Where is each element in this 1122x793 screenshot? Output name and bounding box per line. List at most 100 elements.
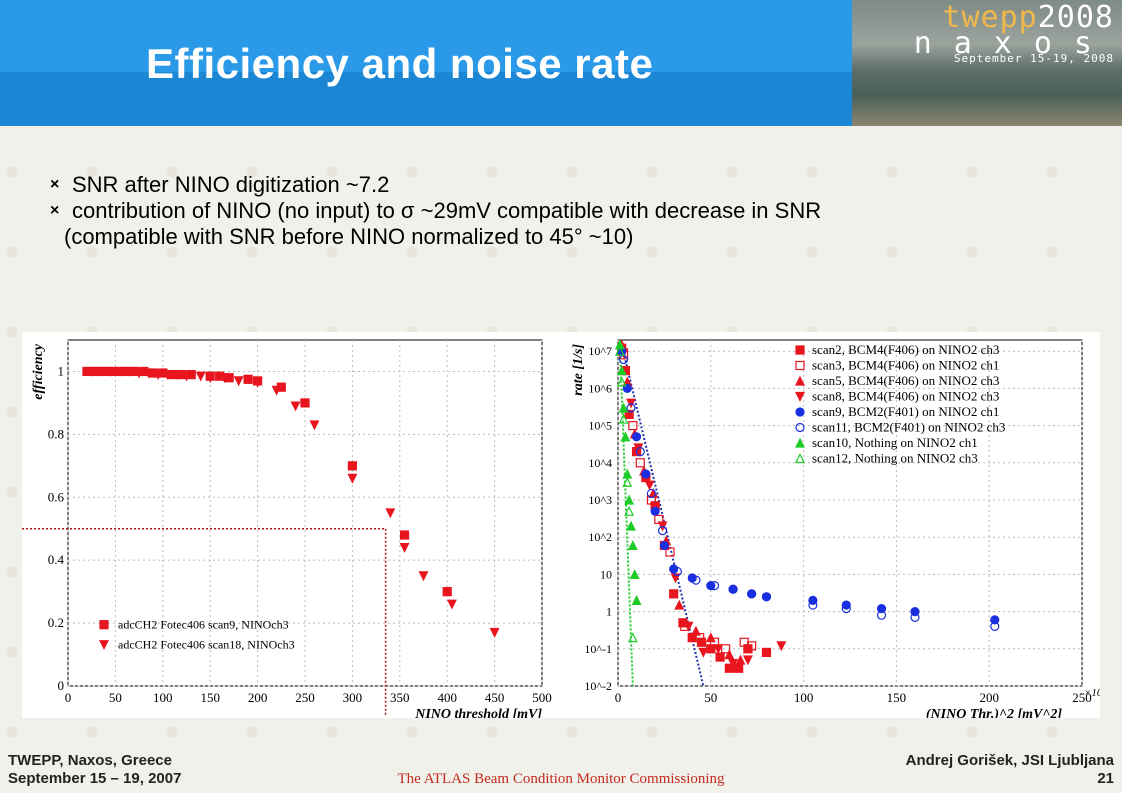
logo-year: 2008 bbox=[1037, 0, 1114, 35]
y-tick-label: 0.2 bbox=[48, 615, 64, 630]
y-tick-label: 10^3 bbox=[588, 493, 612, 507]
data-point bbox=[709, 580, 720, 591]
data-point bbox=[657, 521, 668, 532]
data-point bbox=[219, 373, 230, 384]
logo-line-3: September 15-19, 2008 bbox=[953, 52, 1114, 65]
x-tick-label: 400 bbox=[437, 690, 457, 705]
data-point bbox=[761, 592, 772, 602]
legend-marker bbox=[795, 391, 805, 402]
data-point bbox=[691, 575, 701, 585]
bullet-list: × SNR after NINO digitization ~7.2 × con… bbox=[50, 172, 1090, 250]
data-point bbox=[105, 366, 116, 377]
y-tick-label: 0.8 bbox=[48, 426, 64, 441]
x-tick-label: 250 bbox=[295, 690, 315, 705]
data-point bbox=[627, 632, 638, 643]
data-point bbox=[747, 589, 757, 599]
legend-marker bbox=[99, 640, 109, 651]
x-multiplier-label: ×10^3 bbox=[1084, 687, 1100, 699]
plots-panel: 0 50 100 150 200 250 300 350 400 450 500 0 0.2 0.4 0.6… bbox=[22, 332, 1100, 718]
x-tick-label: 0 bbox=[615, 690, 622, 705]
data-point bbox=[650, 506, 660, 516]
data-point bbox=[728, 584, 738, 594]
x-tick-label: 150 bbox=[887, 690, 907, 705]
green-fit-line bbox=[618, 344, 634, 687]
data-point bbox=[399, 530, 410, 540]
bullet-marker-icon: × bbox=[50, 176, 60, 193]
data-point bbox=[683, 621, 694, 632]
data-point bbox=[761, 647, 772, 658]
footer-left: TWEPP, Naxos, Greece September 15 – 19, … bbox=[8, 752, 181, 788]
data-point bbox=[665, 547, 675, 557]
efficiency-chart: 0 50 100 150 200 250 300 350 400 450 500 0 0.2 0.4 0.6… bbox=[22, 339, 552, 718]
data-point bbox=[614, 339, 625, 350]
y-tick-label: 10^-1 bbox=[584, 642, 612, 656]
data-point bbox=[624, 494, 635, 505]
data-point bbox=[674, 599, 685, 610]
y-tick-label: 1 bbox=[58, 363, 65, 378]
logo-line-1: twepp2008 bbox=[942, 0, 1114, 35]
data-point bbox=[626, 520, 636, 531]
data-point bbox=[808, 595, 818, 606]
y-axis-label: efficiency bbox=[31, 343, 46, 399]
data-point bbox=[385, 508, 396, 519]
data-point bbox=[876, 604, 887, 614]
bullet-snr: × SNR after NINO digitization ~7.2 bbox=[50, 172, 1090, 198]
data-point bbox=[616, 365, 627, 376]
x-tick-label: 50 bbox=[109, 690, 122, 705]
y-tick-label: 0.4 bbox=[48, 552, 65, 567]
data-point bbox=[172, 369, 182, 380]
data-point bbox=[990, 615, 1000, 625]
x-tick-label: 200 bbox=[979, 690, 999, 705]
data-point bbox=[143, 368, 154, 379]
data-point bbox=[252, 377, 263, 388]
data-point bbox=[690, 625, 701, 636]
x-tick-label: 100 bbox=[153, 690, 173, 705]
legend-label: scan11, BCM2(F401) on NINO2 ch3 bbox=[812, 420, 1005, 435]
footer-author: Andrej Gorišek, JSI Ljubljana bbox=[905, 752, 1114, 769]
data-point bbox=[347, 461, 357, 471]
y-axis-label: rate [1/s] bbox=[571, 344, 586, 396]
bullet-nino-contribution: × contribution of NINO (no input) to σ ~… bbox=[50, 198, 1090, 224]
data-point bbox=[734, 663, 744, 673]
x-tick-label: 150 bbox=[200, 690, 220, 705]
y-tick-label: 10^-2 bbox=[584, 679, 612, 693]
legend-marker bbox=[99, 620, 109, 630]
data-point bbox=[659, 540, 670, 551]
x-axis-label: (NINO Thr.)^2 [mV^2] bbox=[926, 707, 1062, 718]
data-point bbox=[616, 376, 627, 387]
legend-label: scan3, BCM4(F406) on NINO2 ch1 bbox=[812, 358, 999, 373]
legend-marker bbox=[795, 360, 805, 371]
data-point bbox=[646, 488, 657, 499]
data-point bbox=[644, 480, 655, 491]
x-tick-label: 350 bbox=[390, 690, 410, 705]
footer-venue: TWEPP, Naxos, Greece bbox=[8, 752, 172, 769]
data-point bbox=[205, 373, 216, 384]
y-tick-label: 1 bbox=[606, 605, 612, 619]
x-tick-label: 250 bbox=[1072, 690, 1092, 705]
data-point bbox=[724, 649, 735, 660]
legend-label: adcCH2 Fotec406 scan18, NINOch3 bbox=[118, 638, 295, 652]
y-tick-label: 10^6 bbox=[588, 381, 612, 395]
y-tick-label: 0.6 bbox=[48, 489, 65, 504]
slide-number: 21 bbox=[1097, 770, 1114, 787]
data-point bbox=[728, 659, 739, 669]
x-tick-label: 100 bbox=[794, 690, 814, 705]
data-point bbox=[418, 571, 429, 582]
legend-label: scan12, Nothing on NINO2 ch3 bbox=[812, 451, 978, 466]
x-tick-label: 450 bbox=[485, 690, 505, 705]
y-tick-label: 10^5 bbox=[588, 419, 612, 433]
x-tick-label: 200 bbox=[248, 690, 268, 705]
data-point bbox=[309, 420, 320, 431]
data-point bbox=[841, 604, 851, 614]
y-tick-label: 10 bbox=[600, 567, 612, 581]
data-point bbox=[489, 627, 500, 638]
slide-title: Efficiency and noise rate bbox=[146, 40, 654, 87]
data-point bbox=[715, 652, 725, 662]
data-point bbox=[990, 621, 1000, 632]
data-point bbox=[672, 566, 682, 577]
data-point bbox=[624, 505, 635, 516]
legend-label: scan8, BCM4(F406) on NINO2 ch3 bbox=[812, 389, 999, 404]
slide-header: Efficiency and noise rate twepp2008 naxo… bbox=[0, 0, 1122, 126]
data-point bbox=[698, 647, 709, 658]
data-point bbox=[618, 413, 629, 424]
